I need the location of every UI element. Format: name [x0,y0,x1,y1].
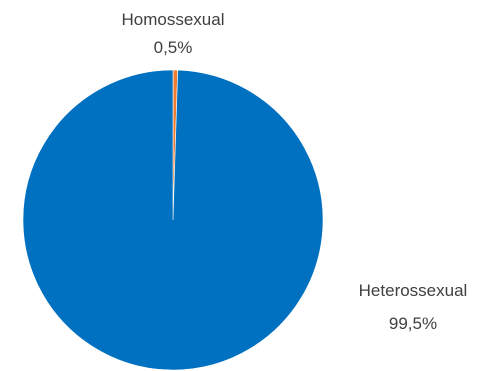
slice-label-homossexual-value: 0,5% [154,38,193,57]
slice-label-heterossexual-category: Heterossexual [359,281,468,300]
slice-label-homossexual-category: Homossexual [122,10,225,29]
pie-slice-heterossexual [22,69,324,371]
pie-slices [22,69,324,371]
slice-label-heterossexual-value: 99,5% [389,314,437,333]
